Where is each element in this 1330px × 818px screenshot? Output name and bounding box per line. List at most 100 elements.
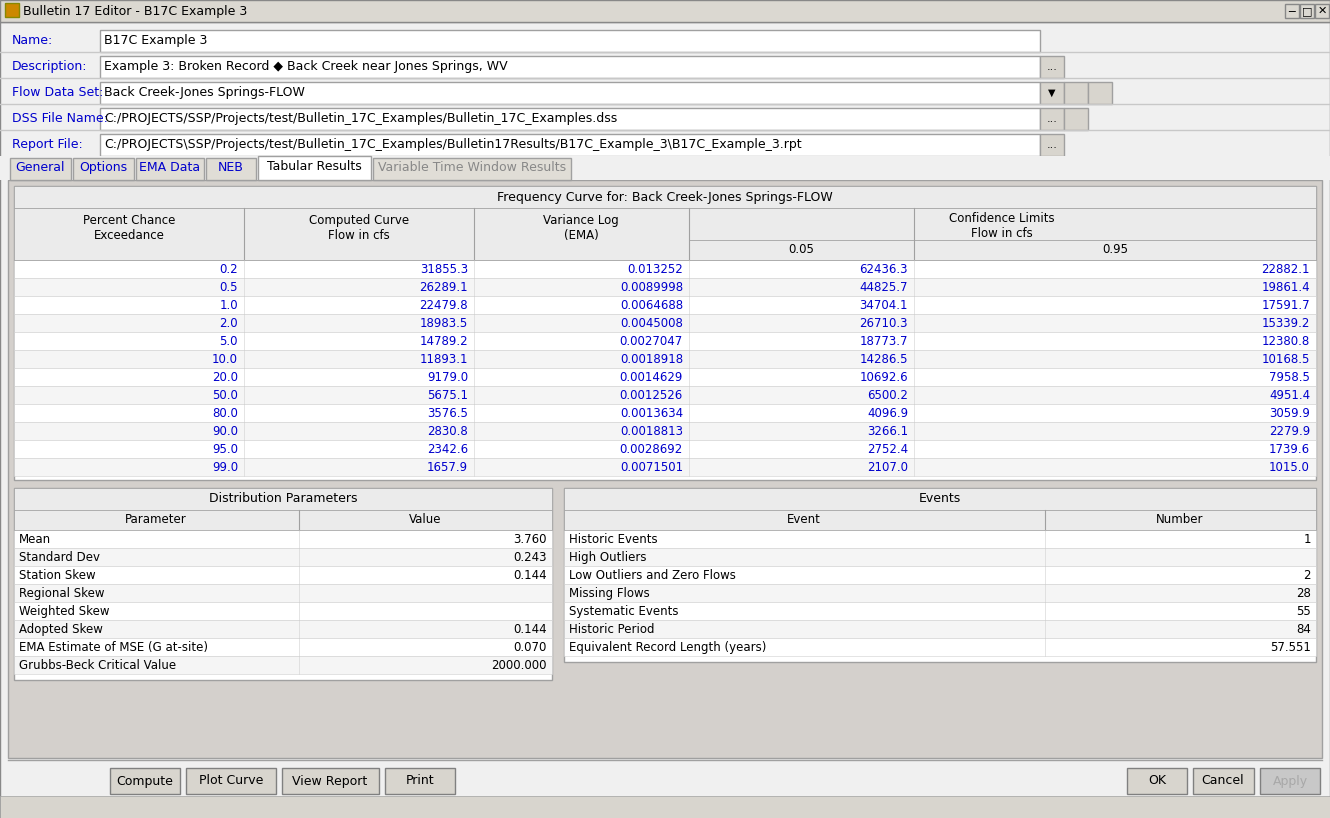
Text: 3576.5: 3576.5	[427, 407, 468, 420]
Bar	[100, 56, 1040, 78]
Text: 0.0028692: 0.0028692	[620, 443, 684, 456]
Bar	[15, 208, 1315, 260]
Text: Systematic Events: Systematic Events	[569, 605, 678, 618]
Text: Standard Dev: Standard Dev	[19, 551, 100, 564]
Bar	[15, 440, 1315, 458]
Bar	[299, 510, 552, 530]
Bar	[206, 158, 255, 180]
Text: 57.551: 57.551	[1270, 641, 1311, 654]
Text: 12380.8: 12380.8	[1262, 335, 1310, 348]
Text: 2342.6: 2342.6	[427, 443, 468, 456]
Text: 31855.3: 31855.3	[420, 263, 468, 276]
Text: 10168.5: 10168.5	[1262, 353, 1310, 366]
Text: Parameter: Parameter	[125, 513, 188, 526]
Text: 1: 1	[1303, 533, 1311, 546]
Text: 1739.6: 1739.6	[1269, 443, 1310, 456]
Text: Frequency Curve for: Back Creek-Jones Springs-FLOW: Frequency Curve for: Back Creek-Jones Sp…	[497, 191, 833, 204]
Bar	[15, 530, 552, 548]
Text: 3.760: 3.760	[513, 533, 547, 546]
Bar	[564, 530, 1315, 548]
Text: 62436.3: 62436.3	[859, 263, 908, 276]
Text: Adopted Skew: Adopted Skew	[19, 623, 102, 636]
Text: EMA Data: EMA Data	[140, 161, 201, 174]
Text: 2000.000: 2000.000	[492, 659, 547, 672]
Text: ...: ...	[1047, 114, 1057, 124]
Text: 34704.1: 34704.1	[859, 299, 908, 312]
Text: Compute: Compute	[117, 775, 173, 788]
Bar	[1045, 510, 1315, 530]
Text: Print: Print	[406, 775, 435, 788]
Bar	[15, 350, 1315, 368]
Text: Low Outliers and Zero Flows: Low Outliers and Zero Flows	[569, 569, 735, 582]
Text: 20.0: 20.0	[211, 371, 238, 384]
Text: 4951.4: 4951.4	[1269, 389, 1310, 402]
Text: Tabular Results: Tabular Results	[266, 160, 362, 173]
Bar	[1040, 108, 1064, 130]
Text: Description:: Description:	[12, 60, 88, 73]
Bar	[384, 768, 455, 794]
Bar	[15, 638, 552, 656]
Text: 5675.1: 5675.1	[427, 389, 468, 402]
Text: Plot Curve: Plot Curve	[198, 775, 263, 788]
Text: 0.144: 0.144	[513, 569, 547, 582]
Text: 2279.9: 2279.9	[1269, 425, 1310, 438]
Text: Value: Value	[408, 513, 442, 526]
Bar	[15, 584, 552, 602]
Bar	[0, 156, 1330, 180]
Text: 0.0064688: 0.0064688	[620, 299, 684, 312]
Text: Weighted Skew: Weighted Skew	[19, 605, 109, 618]
Text: 7958.5: 7958.5	[1269, 371, 1310, 384]
Bar	[15, 296, 1315, 314]
Bar	[15, 404, 1315, 422]
Text: 26289.1: 26289.1	[419, 281, 468, 294]
Text: 9179.0: 9179.0	[427, 371, 468, 384]
Text: 1015.0: 1015.0	[1269, 461, 1310, 474]
Text: 3059.9: 3059.9	[1269, 407, 1310, 420]
Bar	[1040, 56, 1064, 78]
Bar	[564, 566, 1315, 584]
Text: 0.0014629: 0.0014629	[620, 371, 684, 384]
Text: Event: Event	[787, 513, 821, 526]
Text: Apply: Apply	[1273, 775, 1307, 788]
Text: 3266.1: 3266.1	[867, 425, 908, 438]
Text: Options: Options	[78, 161, 128, 174]
Bar	[564, 548, 1315, 566]
Text: 10.0: 10.0	[211, 353, 238, 366]
Text: 17591.7: 17591.7	[1261, 299, 1310, 312]
Text: 44825.7: 44825.7	[859, 281, 908, 294]
Text: 28: 28	[1297, 587, 1311, 600]
Text: Name:: Name:	[12, 34, 53, 47]
Text: 0.013252: 0.013252	[628, 263, 684, 276]
Bar	[8, 180, 1322, 758]
Bar	[1315, 4, 1329, 18]
Bar	[15, 458, 1315, 476]
Text: C:/PROJECTS\SSP/Projects/test/Bulletin_17C_Examples/Bulletin17Results/B17C_Examp: C:/PROJECTS\SSP/Projects/test/Bulletin_1…	[104, 138, 802, 151]
Text: 0.0071501: 0.0071501	[620, 461, 684, 474]
Bar	[100, 30, 1040, 52]
Bar	[15, 386, 1315, 404]
Bar	[0, 0, 1330, 22]
Bar	[372, 158, 571, 180]
Text: C:/PROJECTS/SSP/Projects/test/Bulletin_17C_Examples/Bulletin_17C_Examples.dss: C:/PROJECTS/SSP/Projects/test/Bulletin_1…	[104, 112, 617, 125]
Text: General: General	[15, 161, 65, 174]
Bar	[564, 602, 1315, 620]
Text: Variable Time Window Results: Variable Time Window Results	[378, 161, 567, 174]
Text: 0.05: 0.05	[789, 243, 814, 256]
Bar	[15, 566, 552, 584]
Bar	[1064, 108, 1088, 130]
Text: 5.0: 5.0	[219, 335, 238, 348]
Bar	[564, 638, 1315, 656]
Text: Back Creek-Jones Springs-FLOW: Back Creek-Jones Springs-FLOW	[104, 86, 305, 99]
Text: Number: Number	[1156, 513, 1204, 526]
Bar	[110, 768, 180, 794]
Bar	[0, 796, 1330, 818]
Text: Distribution Parameters: Distribution Parameters	[209, 492, 358, 505]
Bar	[15, 548, 552, 566]
Text: NEB: NEB	[218, 161, 243, 174]
Text: Missing Flows: Missing Flows	[569, 587, 650, 600]
Text: 2.0: 2.0	[219, 317, 238, 330]
Bar	[15, 656, 552, 674]
Bar	[15, 314, 1315, 332]
Text: 18773.7: 18773.7	[859, 335, 908, 348]
Text: 0.144: 0.144	[513, 623, 547, 636]
